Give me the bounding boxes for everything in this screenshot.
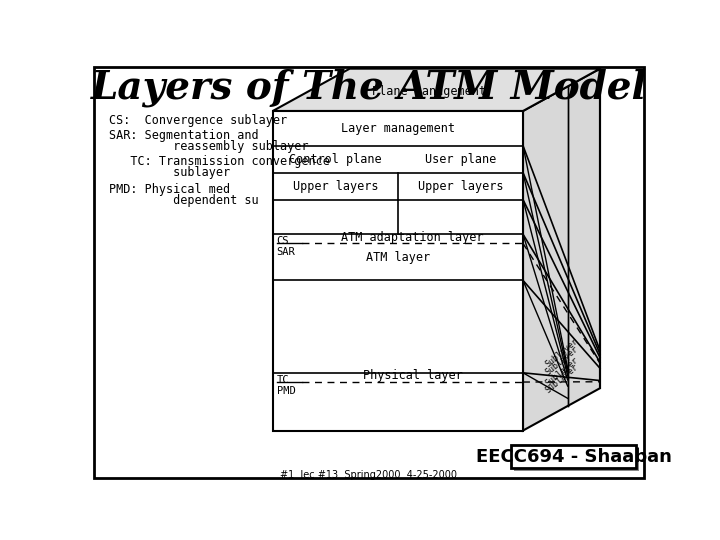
Polygon shape (523, 69, 600, 430)
Text: PMD: Physical med: PMD: Physical med (109, 183, 230, 196)
Text: Sublayer: Sublayer (544, 363, 580, 395)
Text: #1  lec #13  Spring2000  4-25-2000: #1 lec #13 Spring2000 4-25-2000 (281, 470, 457, 480)
Text: TC: TC (276, 375, 289, 384)
Text: sublayer: sublayer (109, 166, 230, 179)
Text: dependent su: dependent su (109, 194, 258, 207)
Text: Upper layers: Upper layers (292, 180, 378, 193)
Text: Control plane: Control plane (289, 153, 382, 166)
Text: reassembly sublayer: reassembly sublayer (109, 140, 308, 153)
Text: Sublayer: Sublayer (544, 355, 580, 388)
Text: User plane: User plane (425, 153, 496, 166)
Text: Sublayer: Sublayer (544, 345, 580, 377)
Text: Plane management: Plane management (372, 85, 486, 98)
Text: SAR: Segmentation and: SAR: Segmentation and (109, 129, 258, 142)
FancyBboxPatch shape (94, 67, 644, 478)
FancyBboxPatch shape (511, 445, 636, 468)
Text: Sublayer: Sublayer (544, 336, 580, 369)
Text: TC: Transmission convergence: TC: Transmission convergence (109, 156, 330, 168)
Text: ATM adaptation layer: ATM adaptation layer (341, 231, 484, 244)
Text: EECC694 - Shaaban: EECC694 - Shaaban (476, 448, 672, 465)
Text: Layers of The ATM Model: Layers of The ATM Model (91, 69, 647, 107)
Text: Physical layer: Physical layer (363, 369, 462, 382)
Text: CS: CS (276, 236, 289, 246)
Text: SAR: SAR (276, 247, 295, 257)
Text: PMD: PMD (276, 386, 295, 395)
Text: Upper layers: Upper layers (418, 180, 503, 193)
Text: ATM layer: ATM layer (366, 251, 430, 264)
Polygon shape (273, 69, 600, 111)
FancyBboxPatch shape (273, 111, 523, 430)
FancyBboxPatch shape (514, 448, 639, 470)
Text: CS:  Convergence sublayer: CS: Convergence sublayer (109, 114, 287, 127)
Text: Layer management: Layer management (341, 122, 455, 135)
